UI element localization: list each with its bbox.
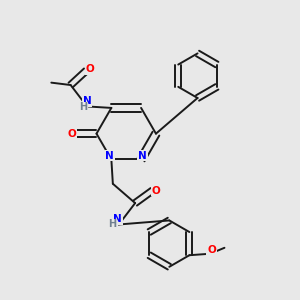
Text: O: O [85, 64, 94, 74]
Text: O: O [152, 186, 161, 196]
Text: N: N [106, 151, 114, 160]
Text: N: N [138, 151, 147, 160]
Text: O: O [68, 129, 76, 139]
Text: N: N [113, 214, 122, 224]
Text: H: H [108, 220, 116, 230]
Text: H: H [79, 102, 87, 112]
Text: O: O [207, 244, 216, 255]
Text: N: N [82, 96, 91, 106]
